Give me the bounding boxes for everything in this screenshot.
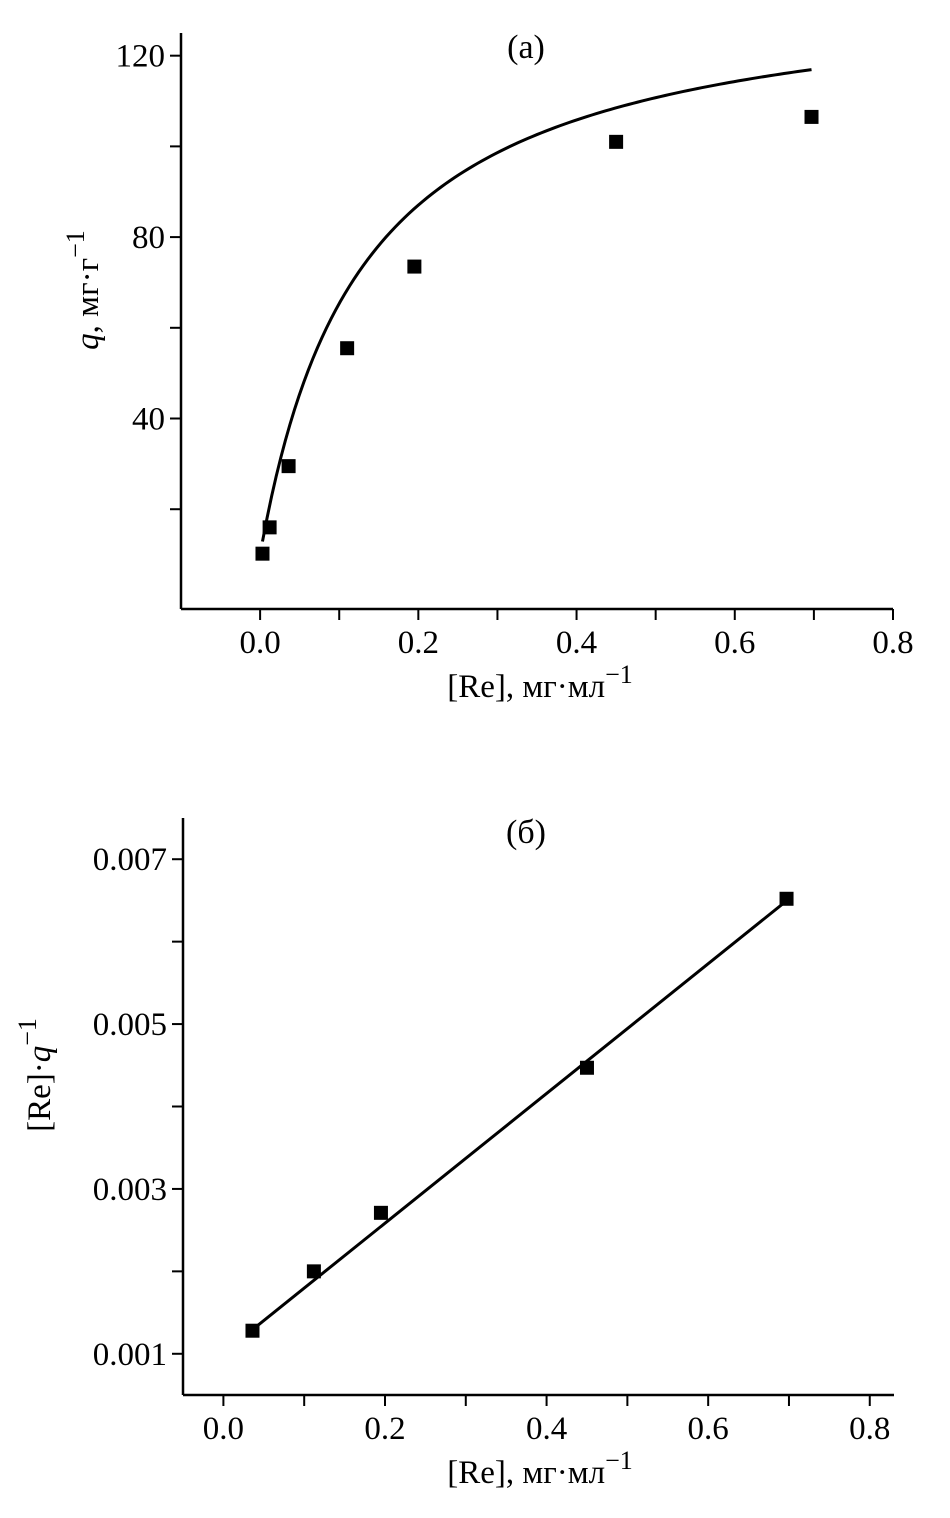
chart-b-xtick-label: 0.6 bbox=[688, 1411, 729, 1447]
chart-b-xtick-label: 0.8 bbox=[849, 1411, 890, 1447]
chart-a-fit-curve bbox=[261, 68, 812, 542]
chart-a-data-point bbox=[255, 546, 270, 561]
chart-a-xtick-label: 0.0 bbox=[239, 625, 280, 661]
chart-a-data-point bbox=[262, 520, 277, 535]
chart-a-xlabel-sup: −1 bbox=[605, 660, 633, 689]
chart-b-title: (б) bbox=[506, 814, 546, 851]
chart-a-xtick-label: 0.8 bbox=[872, 625, 913, 661]
chart-b: 0.0 0.2 0.4 0.6 0.8 0.001 0.003 0.005 0.007 (б)… bbox=[13, 814, 894, 1491]
chart-b-xtick-label: 0.4 bbox=[526, 1411, 567, 1447]
chart-b-fit-line bbox=[251, 899, 788, 1331]
chart-b-data-point bbox=[245, 1323, 260, 1338]
chart-b-data-point bbox=[779, 891, 794, 906]
chart-b-ytick-label: 0.003 bbox=[93, 1172, 167, 1208]
chart-a-points bbox=[255, 109, 819, 561]
chart-b-xtick-label: 0.2 bbox=[364, 1411, 405, 1447]
chart-b-points bbox=[245, 891, 794, 1338]
chart-b-xlabel-sup: −1 bbox=[605, 1446, 633, 1475]
chart-a-data-point bbox=[609, 134, 624, 149]
chart-b-xtick-label: 0.0 bbox=[203, 1411, 244, 1447]
chart-b-xticks: 0.0 0.2 0.4 0.6 0.8 bbox=[203, 1395, 890, 1447]
chart-b-ylabel-pre: [Re]· bbox=[22, 1062, 58, 1132]
chart-b-ytick-label: 0.005 bbox=[93, 1007, 167, 1043]
chart-a-xticks: 0.0 0.2 0.4 0.6 0.8 bbox=[239, 609, 914, 661]
chart-a-ylabel: q, мг·г−1 bbox=[61, 230, 106, 350]
chart-a-xlabel: [Re], мг·мл−1 bbox=[447, 660, 633, 705]
chart-b-data-point bbox=[306, 1264, 321, 1279]
chart-a-data-point bbox=[340, 341, 355, 356]
chart-a-ylabel-sup: −1 bbox=[61, 230, 90, 258]
chart-a-data-point bbox=[281, 459, 296, 474]
chart-a-axes bbox=[179, 33, 893, 611]
chart-a-xtick-label: 0.2 bbox=[398, 625, 439, 661]
chart-a-ytick-label: 40 bbox=[132, 402, 165, 438]
chart-b-ytick-label: 0.007 bbox=[93, 842, 167, 878]
chart-b-xlabel-main: [Re], мг·мл bbox=[447, 1455, 605, 1491]
chart-a-xlabel-main: [Re], мг·мл bbox=[447, 669, 605, 705]
chart-a-ytick-label: 80 bbox=[132, 220, 165, 256]
chart-b-yticks: 0.001 0.003 0.005 0.007 bbox=[93, 842, 183, 1373]
chart-b-fit bbox=[251, 899, 788, 1331]
chart-b-data-point bbox=[373, 1205, 388, 1220]
chart-a-ytick-label: 120 bbox=[116, 39, 166, 75]
chart-a-ylabel-rest: , мг·г bbox=[70, 258, 106, 333]
chart-a-fit bbox=[261, 68, 812, 542]
chart-a-title: (a) bbox=[507, 29, 545, 66]
chart-a-yticks: 40 80 120 bbox=[116, 39, 181, 511]
chart-b-ylabel-sup: −1 bbox=[13, 1018, 42, 1046]
chart-a-xtick-label: 0.6 bbox=[714, 625, 755, 661]
chart-b-ylabel: [Re]·q−1 bbox=[13, 1018, 58, 1132]
chart-a-ylabel-var: q bbox=[70, 333, 106, 350]
chart-b-ytick-label: 0.001 bbox=[93, 1337, 167, 1373]
chart-b-ylabel-var: q bbox=[22, 1046, 58, 1063]
chart-b-data-point bbox=[579, 1060, 594, 1075]
chart-a-data-point bbox=[804, 109, 819, 124]
chart-a-data-point bbox=[407, 259, 422, 274]
chart-b-xlabel: [Re], мг·мл−1 bbox=[447, 1446, 633, 1491]
chart-a-xtick-label: 0.4 bbox=[556, 625, 597, 661]
